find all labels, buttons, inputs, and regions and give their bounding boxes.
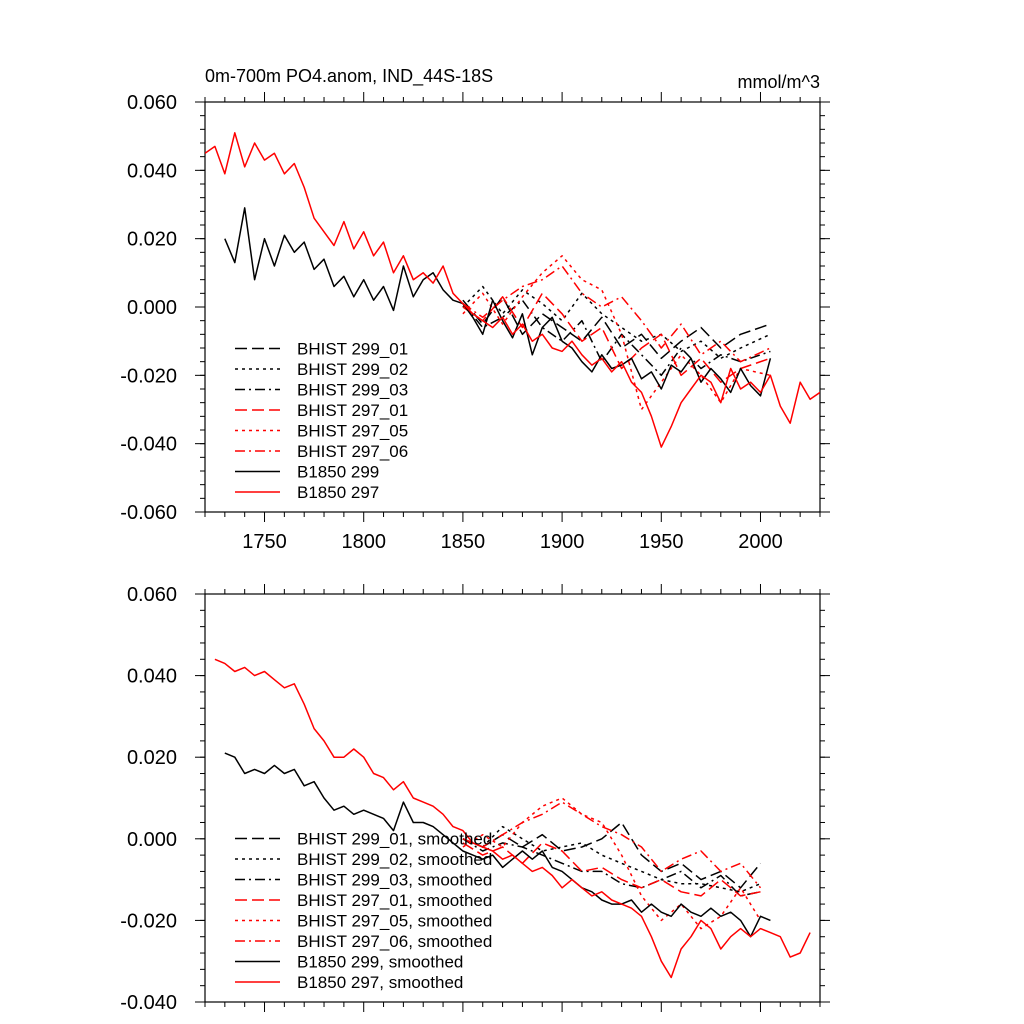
legend-label: BHIST 299_03 (297, 381, 408, 400)
x-tick-label: 1750 (242, 531, 287, 553)
series-line-bhist-297-06 (462, 265, 771, 363)
series-line-bhist-297-05 (462, 255, 771, 411)
series-line-b1850-297-smoothed (214, 658, 811, 979)
y-tick-label: 0.060 (127, 92, 177, 114)
legend-label: B1850 299, smoothed (297, 953, 463, 972)
x-tick-label: 2000 (738, 531, 783, 553)
legend-label: BHIST 299_02 (297, 360, 408, 379)
y-tick-label: 0.000 (127, 829, 177, 851)
legend-label: BHIST 297_01, smoothed (297, 891, 492, 910)
chart-title: 0m-700m PO4.anom, IND_44S-18S (205, 66, 493, 87)
plot-frame (204, 593, 821, 1003)
legend-label: BHIST 299_01, smoothed (297, 830, 492, 849)
top-panel: 1750 1800 1850 1900 1950 2000 -0.060 -0.040 -0.0… (120, 66, 830, 553)
units-label: mmol/m^3 (738, 72, 820, 92)
series-line-bhist-299-03-smoothed (462, 838, 761, 897)
x-tick-label: 1900 (540, 531, 585, 553)
y-tick-label: -0.040 (120, 992, 177, 1014)
x-tick-label: 1850 (441, 531, 486, 553)
y-tick-label: -0.020 (120, 910, 177, 932)
legend-label: BHIST 299_02, smoothed (297, 850, 492, 869)
bottom-panel: -0.040 -0.020 0.000 0.020 0.040 0.060 BHIST 29… (120, 584, 830, 1014)
series-line-bhist-299-02 (462, 285, 771, 360)
legend-label: BHIST 297_01 (297, 401, 408, 420)
series-line-bhist-297-01 (462, 292, 771, 383)
legend-label: B1850 297, smoothed (297, 973, 463, 992)
series-line-b1850-297 (205, 132, 820, 448)
x-tick-label: 1950 (639, 531, 684, 553)
y-tick-label: 0.020 (127, 747, 177, 769)
y-tick-label: -0.020 (120, 365, 177, 387)
legend-label: BHIST 299_01 (297, 340, 408, 359)
y-tick-label: -0.060 (120, 502, 177, 524)
x-tick-label: 1800 (341, 531, 386, 553)
series-line-b1850-299-smoothed (224, 752, 771, 938)
y-tick-label: 0.040 (127, 160, 177, 182)
y-tick-label: -0.040 (120, 434, 177, 456)
series-line-bhist-297-05-smoothed (462, 797, 762, 930)
y-tick-label: 0.060 (127, 584, 177, 606)
series-line-b1850-299 (224, 207, 772, 397)
legend-label: BHIST 297_06, smoothed (297, 932, 492, 951)
legend-label: BHIST 297_05, smoothed (297, 912, 492, 931)
series-line-bhist-297-06-smoothed (462, 801, 762, 889)
series-line-bhist-299-01 (462, 296, 771, 360)
legend-label: BHIST 299_03, smoothed (297, 871, 492, 890)
y-tick-label: 0.000 (127, 297, 177, 319)
series-line-bhist-299-02-smoothed (462, 825, 761, 893)
legend-label: B1850 299 (297, 463, 379, 482)
legend-label: B1850 297 (297, 483, 379, 502)
y-tick-label: 0.040 (127, 666, 177, 688)
legend-label: BHIST 297_05 (297, 422, 408, 441)
series-line-bhist-299-01-smoothed (462, 821, 762, 889)
legend-label: BHIST 297_06 (297, 442, 408, 461)
y-tick-label: 0.020 (127, 229, 177, 251)
